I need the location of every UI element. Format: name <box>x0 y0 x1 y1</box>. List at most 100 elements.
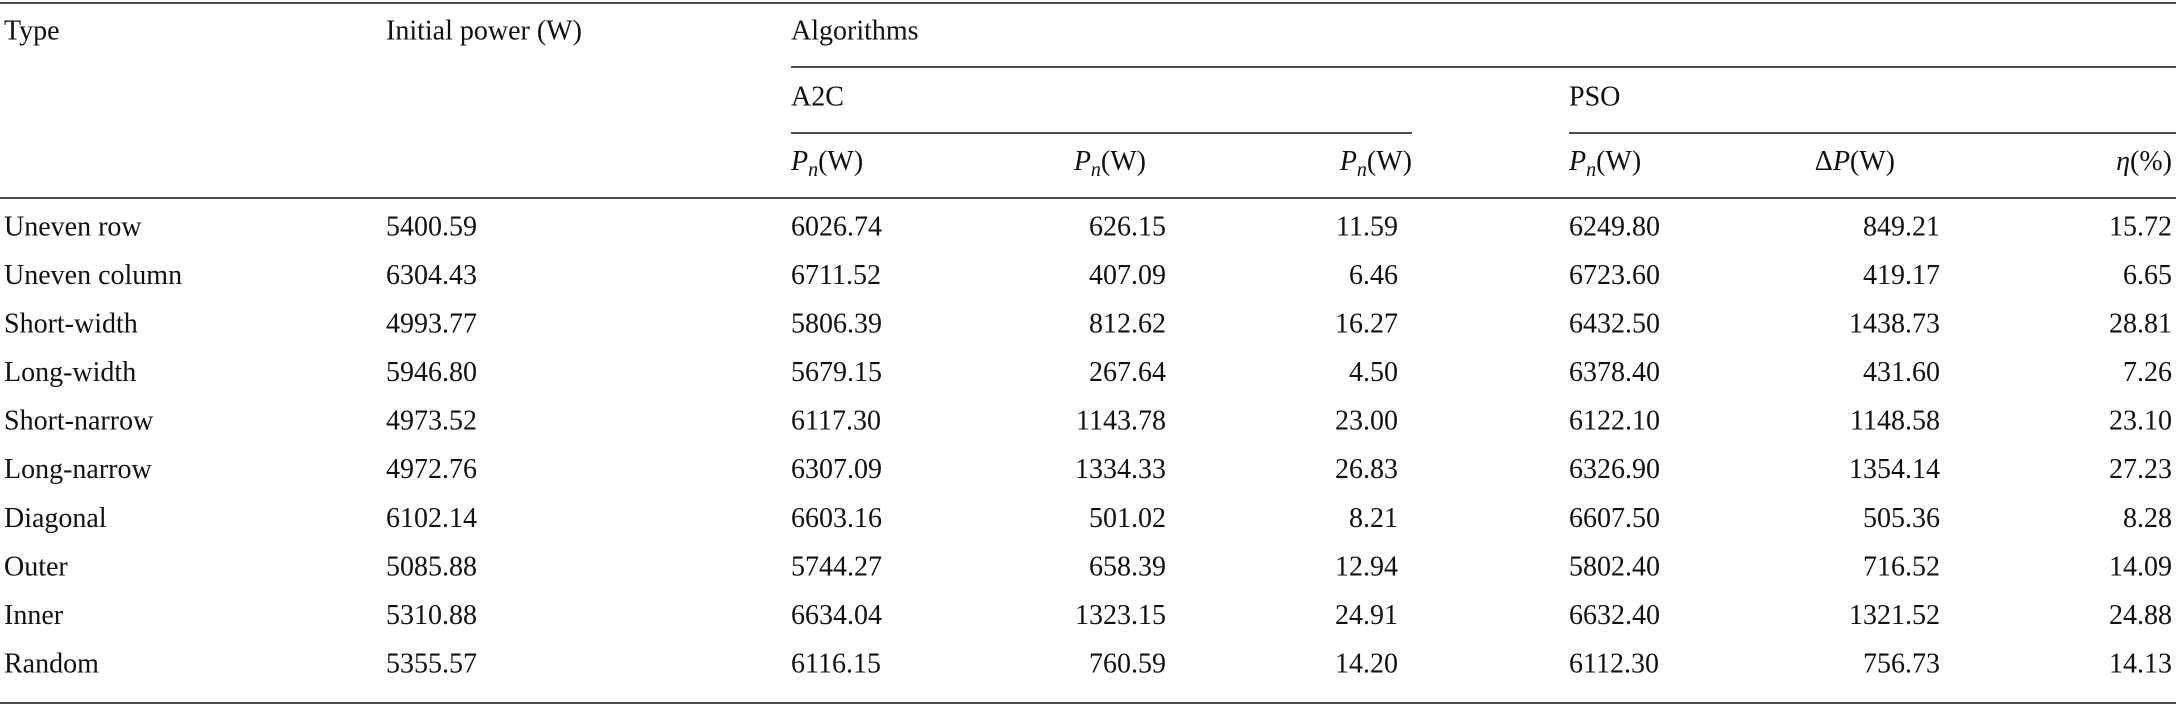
cell: 267.64 <box>1089 357 1166 388</box>
cell: 6607.50 <box>1569 503 1660 534</box>
row-label: Long-width <box>4 357 136 388</box>
cell: 6307.09 <box>791 454 882 485</box>
cell: 5679.15 <box>791 357 882 388</box>
cell: 14.13 <box>2109 648 2172 679</box>
cell: 24.88 <box>2109 600 2172 631</box>
row-label: Short-width <box>4 309 138 340</box>
row-label: Uneven row <box>4 211 142 242</box>
cell: 6432.50 <box>1569 309 1660 340</box>
group-header: A2C <box>791 81 844 112</box>
cell: 6378.40 <box>1569 357 1660 388</box>
row-label: Inner <box>4 600 64 631</box>
cell: 760.59 <box>1089 648 1166 679</box>
cell: 6249.80 <box>1569 211 1660 242</box>
cell: 6603.16 <box>791 503 882 534</box>
cell: 15.72 <box>2109 211 2172 242</box>
column-header: Pn(W) <box>1073 146 1146 180</box>
cell: 658.39 <box>1089 551 1166 582</box>
cell: 5310.88 <box>386 600 477 631</box>
cell: 1321.52 <box>1849 600 1940 631</box>
cell: 6632.40 <box>1569 600 1660 631</box>
cell: 5946.80 <box>386 357 477 388</box>
cell: 23.10 <box>2109 406 2172 437</box>
unit: (W) <box>1367 146 1412 177</box>
symbol: η <box>2116 146 2130 177</box>
row-label: Outer <box>4 551 68 582</box>
cell: 24.91 <box>1335 600 1398 631</box>
column-header: ΔP(W) <box>1815 146 1895 177</box>
cell: 4993.77 <box>386 309 477 340</box>
cell: 6102.14 <box>386 503 477 534</box>
cell: 4.50 <box>1349 357 1398 388</box>
unit: (W) <box>1596 146 1641 177</box>
cell: 505.36 <box>1863 503 1940 534</box>
cell: 431.60 <box>1863 357 1940 388</box>
row-label: Long-narrow <box>4 454 153 485</box>
cell: 14.09 <box>2109 551 2172 582</box>
column-header: Pn(W) <box>1568 146 1641 180</box>
column-header: η(%) <box>2116 146 2172 177</box>
symbol: P <box>1568 146 1586 177</box>
cell: 6711.52 <box>791 260 881 291</box>
cell: 5802.40 <box>1569 551 1660 582</box>
cell: 1148.58 <box>1850 406 1940 437</box>
cell: 1354.14 <box>1849 454 1940 485</box>
cell: 14.20 <box>1335 648 1398 679</box>
cell: 5744.27 <box>791 551 882 582</box>
header-cell: Initial power (W) <box>386 15 582 46</box>
cell: 6723.60 <box>1569 260 1660 291</box>
group-header: PSO <box>1569 81 1620 112</box>
cell: 5400.59 <box>386 211 477 242</box>
cell: 4973.52 <box>386 406 477 437</box>
cell: 6326.90 <box>1569 454 1660 485</box>
symbol: P <box>1832 146 1850 177</box>
row-label: Diagonal <box>4 503 107 534</box>
cell: 849.21 <box>1863 211 1940 242</box>
symbol: P <box>1339 146 1357 177</box>
unit: (%) <box>2130 146 2172 177</box>
cell: 23.00 <box>1335 406 1398 437</box>
cell: 5085.88 <box>386 551 477 582</box>
subscript: n <box>808 159 818 181</box>
cell: 11.59 <box>1336 211 1398 242</box>
cell: 1438.73 <box>1849 309 1940 340</box>
cell: 6122.10 <box>1569 406 1660 437</box>
cell: 1323.15 <box>1075 600 1166 631</box>
unit: (W) <box>1850 146 1895 177</box>
cell: 8.28 <box>2123 503 2172 534</box>
subscript: n <box>1091 159 1101 181</box>
column-header: Pn(W) <box>1339 146 1412 180</box>
prefix: Δ <box>1815 146 1833 177</box>
cell: 6.65 <box>2123 260 2172 291</box>
unit: (W) <box>818 146 863 177</box>
cell: 8.21 <box>1349 503 1398 534</box>
row-label: Uneven column <box>4 260 182 291</box>
cell: 626.15 <box>1089 211 1166 242</box>
cell: 26.83 <box>1335 454 1398 485</box>
cell: 6116.15 <box>791 648 881 679</box>
subscript: n <box>1586 159 1596 181</box>
cell: 6112.30 <box>1569 648 1659 679</box>
cell: 716.52 <box>1863 551 1940 582</box>
cell: 5355.57 <box>386 648 477 679</box>
cell: 812.62 <box>1089 309 1166 340</box>
cell: 6.46 <box>1349 260 1398 291</box>
unit: (W) <box>1101 146 1146 177</box>
header-cell: Type <box>4 15 60 46</box>
subscript: n <box>1357 159 1367 181</box>
cell: 6026.74 <box>791 211 882 242</box>
cell: 12.94 <box>1335 551 1398 582</box>
cell: 27.23 <box>2109 454 2172 485</box>
header-cell: Algorithms <box>791 15 919 46</box>
cell: 6117.30 <box>791 406 881 437</box>
cell: 407.09 <box>1089 260 1166 291</box>
cell: 5806.39 <box>791 309 882 340</box>
cell: 1334.33 <box>1075 454 1166 485</box>
cell: 6304.43 <box>386 260 477 291</box>
row-label: Random <box>4 648 99 679</box>
row-label: Short-narrow <box>4 406 154 437</box>
cell: 756.73 <box>1863 648 1940 679</box>
cell: 4972.76 <box>386 454 477 485</box>
